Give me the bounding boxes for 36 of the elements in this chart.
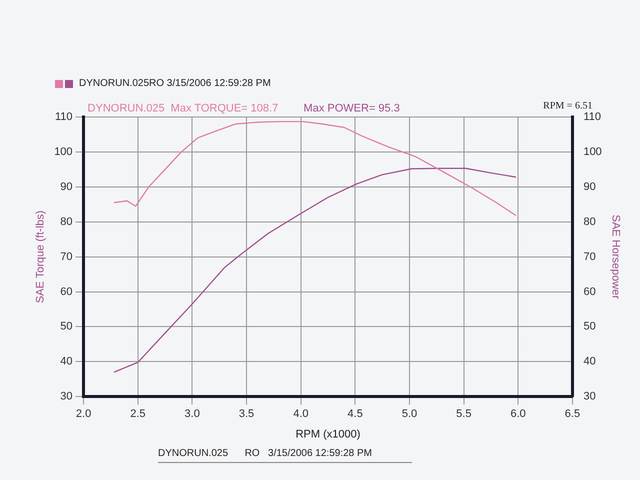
chart-subtitle: DYNORUN.025RO 3/15/2006 12:59:28 PM: [79, 78, 271, 89]
y-tick-label: 60: [60, 286, 73, 298]
text: DYNORUN.025 Max TORQUE= 108.7: [88, 102, 278, 115]
y-tick-label: 70: [60, 250, 73, 263]
y-tick-label: 80: [60, 216, 73, 228]
text: RPM = 6.51: [543, 100, 592, 112]
y-tick-label: 100: [54, 146, 73, 158]
y-tick-label: 50: [60, 320, 73, 333]
x-tick-label: 2.0: [76, 408, 92, 420]
x-tick-label: 4.5: [348, 408, 363, 420]
x-tick-label: 4.0: [293, 408, 308, 420]
x-tick-label: 6.5: [564, 408, 580, 420]
y2-tick-label: 30: [583, 390, 596, 403]
y-tick-label: 110: [55, 111, 73, 124]
y2-tick-label: 50: [583, 320, 596, 333]
y2-tick-label: 110: [583, 111, 601, 124]
x-tick-label: 2.5: [130, 408, 146, 420]
y-tick-label: 90: [60, 180, 73, 193]
y-axis-title: SAE Torque (ft-lbs): [34, 210, 47, 304]
x-tick-label: 5.0: [402, 408, 418, 420]
x-tick-label: 5.5: [456, 408, 472, 420]
text: DYNORUN.025 RO 3/15/2006 12:59:28 PM: [158, 448, 412, 463]
y2-tick-label: 90: [583, 180, 596, 193]
y-tick-label: 30: [60, 390, 73, 403]
y2-tick-label: 100: [583, 146, 602, 158]
y2-tick-label: 70: [583, 250, 596, 263]
x-axis-title: RPM (x1000): [296, 428, 360, 440]
x-tick-label: 6.0: [510, 408, 526, 420]
y2-tick-label: 80: [583, 216, 596, 228]
y2-tick-label: 40: [583, 356, 596, 368]
text: Max POWER= 95.3: [304, 102, 400, 115]
y-tick-label: 40: [60, 356, 73, 368]
x-tick-label: 3.0: [184, 408, 200, 420]
x-tick-label: 3.5: [238, 408, 254, 420]
y2-tick-label: 60: [583, 286, 596, 298]
y2-axis-title: SAE Horsepower: [609, 214, 622, 300]
